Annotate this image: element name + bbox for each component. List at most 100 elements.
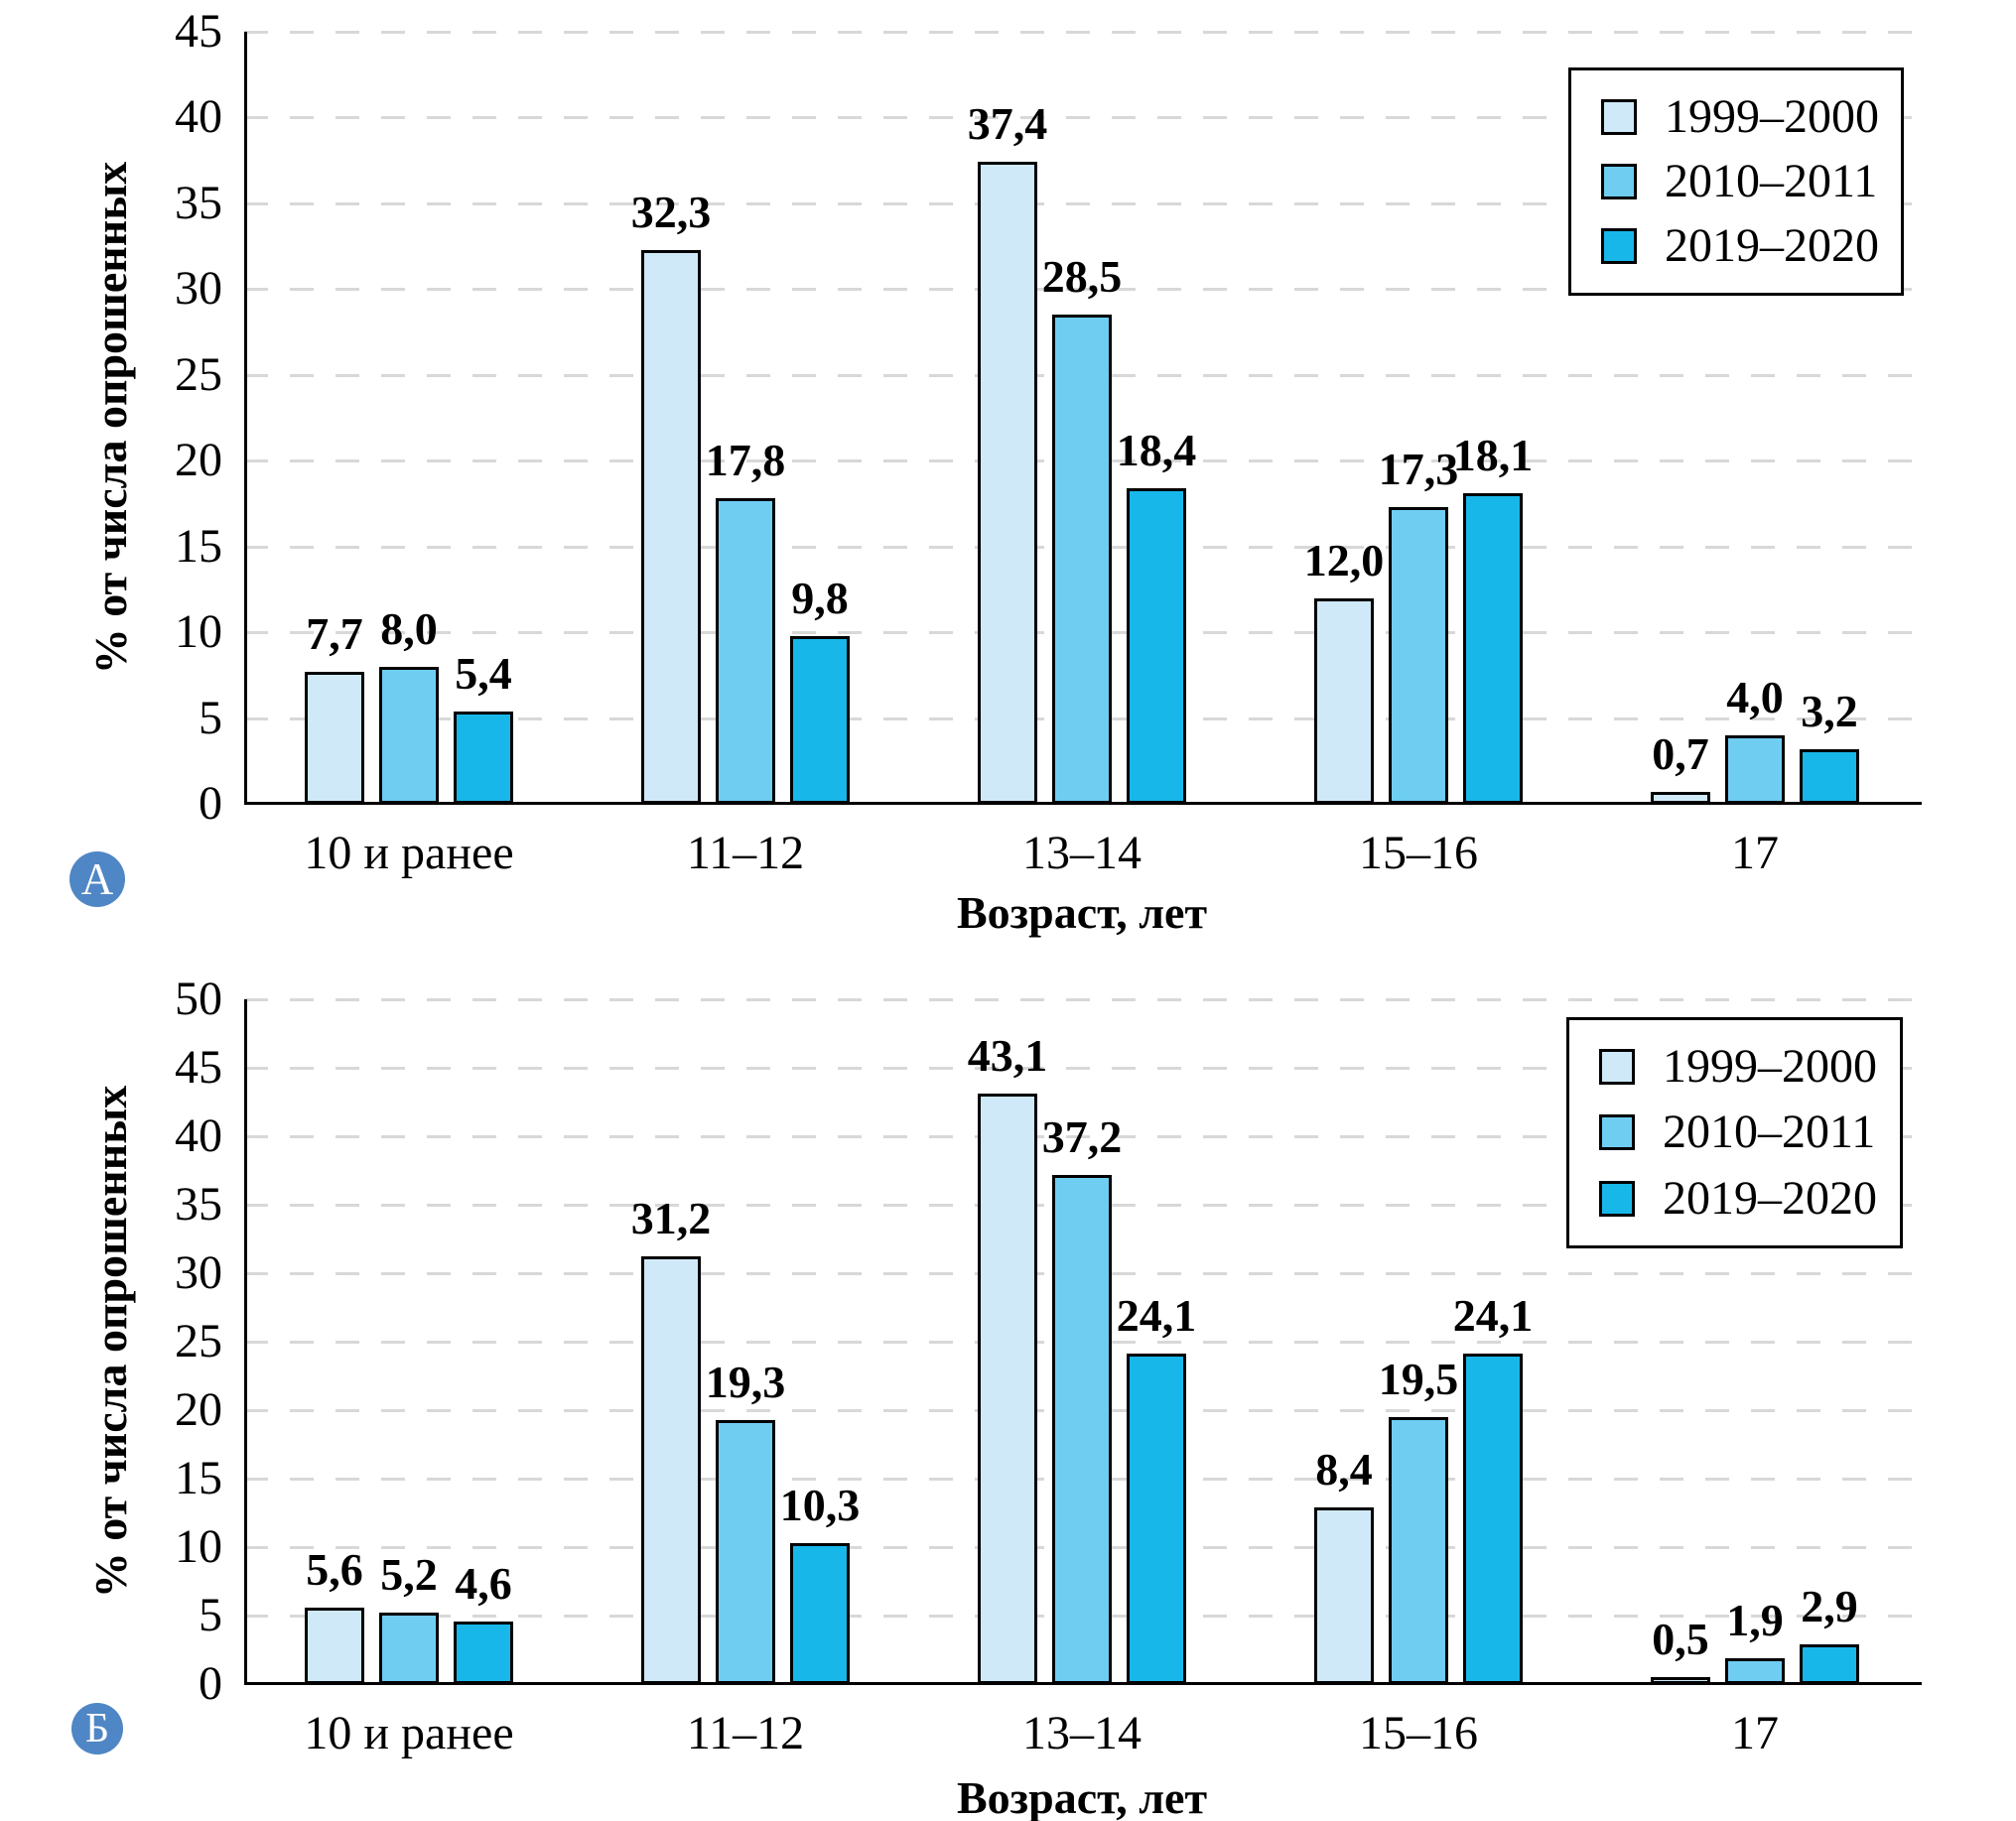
bar-value-label: 3,2 bbox=[1801, 685, 1858, 736]
y-tick-label: 40 bbox=[175, 90, 222, 144]
y-tick-label: 35 bbox=[175, 1178, 222, 1231]
legend: 1999–2000 2010–2011 2019–2020 bbox=[1568, 67, 1904, 296]
legend-item: 2019–2020 bbox=[1601, 220, 1891, 272]
bar bbox=[305, 671, 364, 804]
gridline bbox=[244, 1067, 1922, 1070]
bar bbox=[1052, 315, 1112, 804]
category-label: 15–16 bbox=[1359, 1707, 1478, 1759]
gridline bbox=[244, 31, 1922, 34]
legend-swatch bbox=[1601, 163, 1637, 199]
bar bbox=[1463, 1354, 1523, 1684]
bar-value-label: 5,6 bbox=[306, 1543, 363, 1595]
gridline bbox=[244, 201, 1922, 205]
bar-value-label: 10,3 bbox=[779, 1479, 861, 1530]
bar-value-label: 0,7 bbox=[1652, 727, 1709, 779]
panel-badge: А bbox=[69, 851, 125, 907]
bar-value-label: 9,8 bbox=[791, 572, 849, 623]
legend-label: 2010–2011 bbox=[1665, 154, 1878, 207]
legend-label: 2019–2020 bbox=[1665, 219, 1879, 273]
legend-swatch bbox=[1599, 1049, 1635, 1086]
y-tick-label: 25 bbox=[175, 1315, 222, 1367]
y-tick-label: 15 bbox=[175, 1452, 222, 1504]
category-label: 13–14 bbox=[1022, 827, 1142, 879]
bar bbox=[716, 498, 775, 804]
bar-value-label: 24,1 bbox=[1452, 1290, 1534, 1342]
y-tick-label: 35 bbox=[175, 176, 222, 229]
legend-item: 2010–2011 bbox=[1601, 154, 1891, 207]
gridline bbox=[244, 288, 1922, 292]
y-axis-line bbox=[244, 32, 247, 804]
gridline bbox=[244, 116, 1922, 120]
legend-swatch bbox=[1601, 98, 1637, 135]
category-label: 10 и ранее bbox=[304, 827, 514, 879]
bar bbox=[1651, 1677, 1710, 1684]
x-axis-title: Возраст, лет bbox=[956, 1772, 1208, 1821]
bar-value-label: 8,4 bbox=[1315, 1443, 1373, 1495]
legend-swatch bbox=[1599, 1114, 1635, 1151]
bar bbox=[790, 1542, 850, 1684]
bar bbox=[1725, 734, 1785, 804]
y-tick-label: 30 bbox=[175, 262, 222, 316]
category-label: 15–16 bbox=[1359, 827, 1478, 879]
bar bbox=[978, 1094, 1037, 1684]
x-axis-title: Возраст, лет bbox=[956, 887, 1208, 938]
bar bbox=[978, 162, 1037, 804]
y-tick-label: 0 bbox=[199, 1657, 222, 1710]
bar-value-label: 28,5 bbox=[1041, 251, 1123, 303]
plot-area bbox=[244, 998, 1922, 1685]
bar bbox=[1389, 506, 1448, 804]
legend-item: 2010–2011 bbox=[1599, 1106, 1890, 1158]
category-label: 17 bbox=[1731, 1707, 1779, 1759]
bar-value-label: 0,5 bbox=[1652, 1614, 1709, 1665]
y-tick-label: 10 bbox=[175, 1520, 222, 1573]
bar bbox=[454, 711, 513, 804]
bar-value-label: 5,2 bbox=[380, 1549, 438, 1601]
panel-badge: Б bbox=[71, 1703, 123, 1755]
bar-value-label: 19,3 bbox=[705, 1356, 786, 1407]
bar-value-label: 18,4 bbox=[1116, 424, 1197, 475]
bar-value-label: 1,9 bbox=[1726, 1594, 1784, 1645]
bar-value-label: 4,6 bbox=[455, 1557, 512, 1609]
bar bbox=[1463, 493, 1523, 804]
bar-value-label: 24,1 bbox=[1116, 1290, 1197, 1342]
bar-value-label: 17,8 bbox=[705, 435, 786, 486]
bar bbox=[1052, 1174, 1112, 1684]
plot-area bbox=[244, 31, 1922, 805]
bar bbox=[641, 249, 701, 804]
bar bbox=[1651, 791, 1710, 804]
bar bbox=[1314, 597, 1374, 804]
category-label: 10 и ранее bbox=[304, 1707, 514, 1759]
y-tick-label: 20 bbox=[175, 1383, 222, 1436]
bar bbox=[1725, 1657, 1785, 1684]
y-tick-label: 15 bbox=[175, 519, 222, 573]
bar bbox=[379, 666, 439, 804]
legend-label: 2010–2011 bbox=[1663, 1106, 1876, 1159]
bar-value-label: 5,4 bbox=[455, 647, 512, 699]
bar-value-label: 17,3 bbox=[1378, 443, 1459, 494]
bar bbox=[305, 1607, 364, 1684]
panel-badge-letter: Б bbox=[84, 1706, 110, 1752]
bar bbox=[641, 1256, 701, 1684]
y-tick-label: 5 bbox=[199, 691, 222, 744]
bar-value-label: 8,0 bbox=[380, 602, 438, 654]
bar-value-label: 31,2 bbox=[630, 1193, 712, 1244]
gridline bbox=[244, 998, 1922, 1001]
y-axis-line bbox=[244, 999, 247, 1684]
legend-swatch bbox=[1601, 228, 1637, 265]
bar bbox=[716, 1419, 775, 1684]
gridline bbox=[244, 1135, 1922, 1138]
y-tick-label: 25 bbox=[175, 347, 222, 401]
legend-label: 2019–2020 bbox=[1663, 1171, 1877, 1225]
category-label: 13–14 bbox=[1022, 1707, 1142, 1759]
bar-value-label: 37,4 bbox=[967, 98, 1048, 150]
bar bbox=[1127, 1354, 1186, 1684]
legend-item: 1999–2000 bbox=[1599, 1041, 1890, 1093]
legend-swatch bbox=[1599, 1180, 1635, 1217]
bar bbox=[454, 1621, 513, 1684]
bar bbox=[1314, 1506, 1374, 1684]
y-tick-label: 0 bbox=[199, 777, 222, 830]
y-tick-label: 5 bbox=[199, 1589, 222, 1641]
y-tick-label: 40 bbox=[175, 1109, 222, 1162]
bar bbox=[1800, 1643, 1859, 1684]
